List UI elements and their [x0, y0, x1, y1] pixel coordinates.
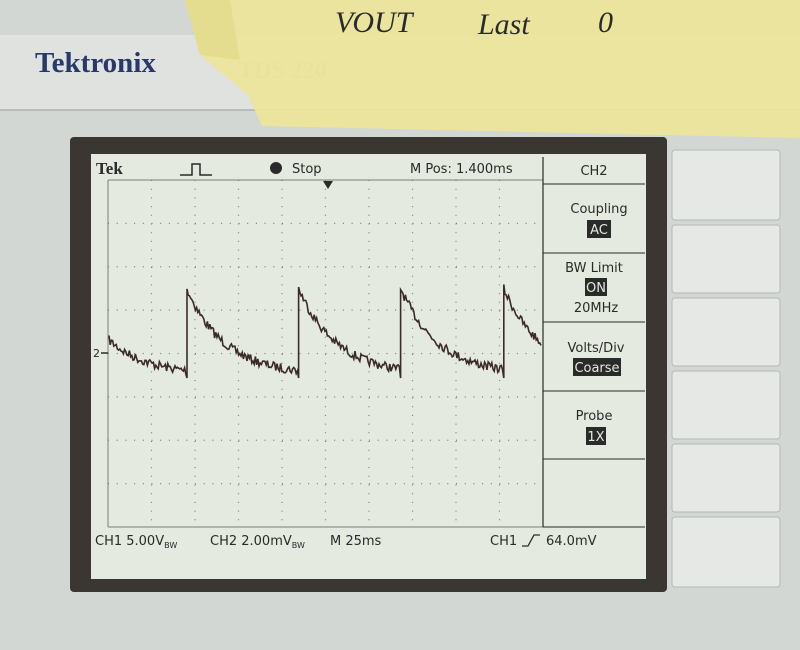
menu-value: AC	[590, 223, 608, 238]
channel-menu: CH2 Coupling AC BW Limit ON 20MHz Volts/…	[542, 157, 645, 528]
menu-button[interactable]	[671, 224, 781, 294]
menu-value-box	[587, 220, 611, 238]
tape-fold	[185, 0, 240, 60]
acquire-icon	[180, 163, 212, 176]
ch2-scale-text: CH2 2.00mV	[210, 534, 292, 549]
ch1-scale-text: CH1 5.00V	[95, 534, 164, 549]
menu-button[interactable]	[671, 516, 781, 588]
stop-dot	[270, 162, 282, 174]
display	[91, 154, 646, 579]
brand-logo: Tektronix	[35, 47, 156, 79]
menu-title: CH2	[580, 164, 607, 179]
ch2-scale: CH2 2.00mVBW	[210, 534, 305, 550]
ch1-scale: CH1 5.00VBW	[95, 534, 177, 550]
menu-value: Coarse	[574, 361, 619, 376]
bw-flag: BW	[292, 541, 305, 550]
timebase: M 25ms	[330, 534, 382, 549]
menu-value-box	[585, 278, 607, 296]
tape	[185, 0, 800, 138]
trigger-level: 64.0mV	[546, 534, 597, 549]
menu-label: BW Limit	[565, 261, 623, 276]
ground-marker: 2	[93, 347, 100, 360]
trigger-position-marker	[323, 181, 333, 189]
menu-value: ON	[586, 281, 606, 296]
screen-logo: Tek	[96, 159, 123, 178]
trigger-slope	[522, 534, 540, 547]
menu-label: Coupling	[570, 202, 627, 217]
tape-word: VOUT	[335, 6, 415, 39]
menu-button[interactable]	[671, 443, 781, 513]
horizontal-position: M Pos: 1.400ms	[410, 162, 513, 177]
tape-word: 0	[598, 6, 613, 39]
menu-label: Volts/Div	[567, 341, 624, 356]
side-buttons	[671, 149, 781, 588]
tape-word: Last	[477, 8, 530, 41]
menu-value-box	[586, 427, 606, 445]
menu-value: 1X	[587, 430, 604, 445]
run-state: Stop	[292, 162, 322, 177]
menu-detail: 20MHz	[574, 301, 619, 316]
trigger-source: CH1	[490, 534, 517, 549]
bw-flag: BW	[164, 541, 177, 550]
menu-button[interactable]	[671, 297, 781, 367]
menu-label: Probe	[576, 409, 613, 424]
menu-value-box	[573, 358, 621, 376]
menu-button[interactable]	[671, 149, 781, 221]
waveform-trace	[108, 284, 542, 379]
menu-button[interactable]	[671, 370, 781, 440]
